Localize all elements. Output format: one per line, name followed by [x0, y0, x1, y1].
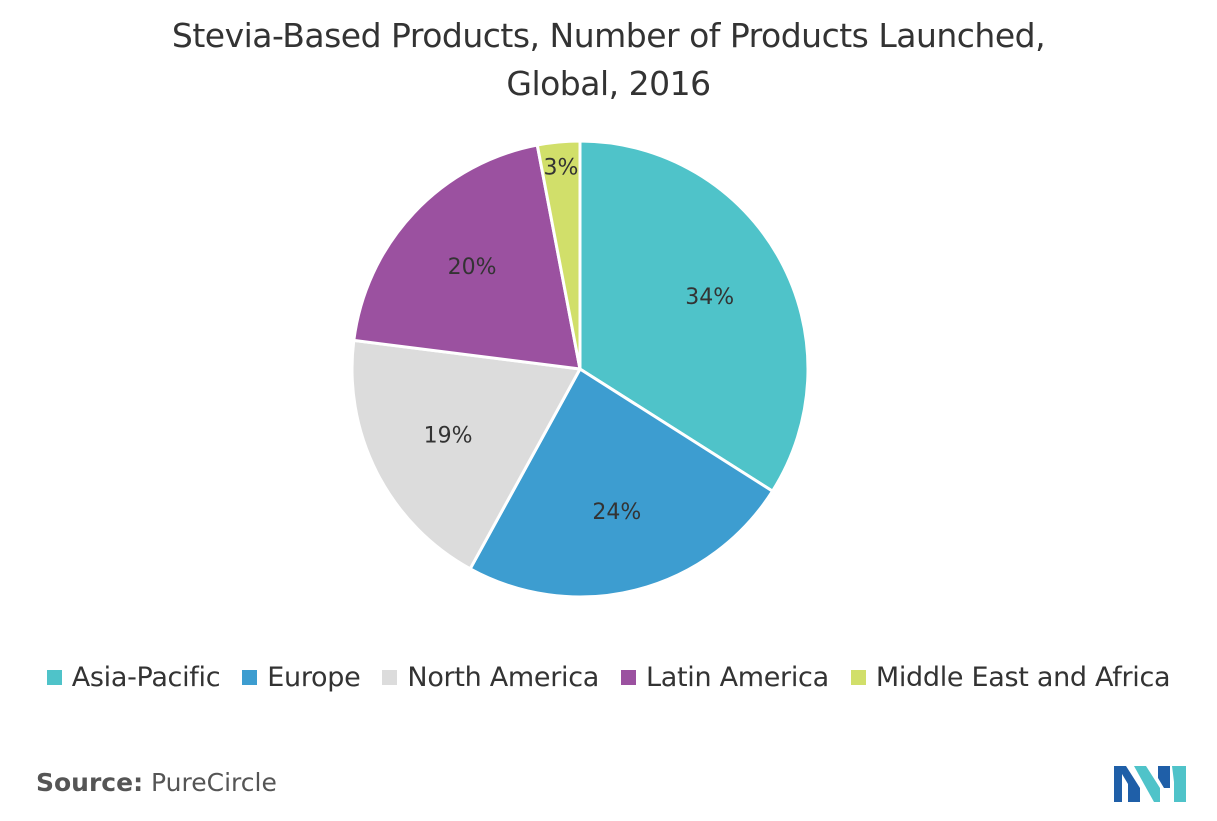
chart-title-line-1: Stevia-Based Products, Number of Product… — [171, 16, 1046, 55]
mordor-intelligence-logo-icon — [1114, 766, 1186, 802]
source-key: Source: — [36, 768, 144, 797]
legend-item-latin-america: Latin America — [621, 662, 829, 693]
legend-swatch-asia-pacific — [46, 670, 62, 685]
legend-item-middle-east-and-africa: Middle East and Africa — [850, 662, 1171, 693]
legend-item-europe: Europe — [242, 662, 361, 693]
legend-swatch-latin-america — [621, 670, 636, 685]
chart-legend: Asia-Pacific Europe North America Latin Ame… — [0, 662, 1217, 693]
pie-slice-latin-america — [352, 143, 582, 371]
source-value: PureCircle — [151, 768, 277, 797]
legend-label-middle-east-and-africa: Middle East and Africa — [875, 662, 1171, 693]
data-label-europe: 24% — [592, 500, 641, 525]
legend-label-latin-america: Latin America — [646, 662, 829, 693]
chart-title-line-2: Global, 2016 — [506, 64, 711, 103]
legend-swatch-north-america — [382, 670, 398, 685]
legend-swatch-europe — [242, 670, 258, 685]
legend-label-north-america: North America — [407, 662, 599, 693]
data-label-middle-east-and-africa: 3% — [544, 155, 579, 180]
data-label-north-america: 19% — [424, 424, 473, 449]
pie-data-labels: 34% 24% 19% 20% 3% — [424, 155, 734, 524]
pie-slice-europe — [468, 367, 775, 599]
data-label-latin-america: 20% — [448, 255, 497, 280]
legend-swatch-middle-east-and-africa — [850, 670, 866, 685]
legend-item-north-america: North America — [382, 662, 599, 693]
data-label-asia-pacific: 34% — [685, 285, 734, 310]
pie-slice-middle-east-and-africa — [535, 139, 582, 371]
source-note: Source: PureCircle — [36, 768, 277, 797]
legend-label-asia-pacific: Asia-Pacific — [71, 662, 221, 693]
chart-title: Stevia-Based Products, Number of Product… — [0, 12, 1217, 108]
legend-item-asia-pacific: Asia-Pacific — [46, 662, 221, 693]
legend-label-europe: Europe — [267, 662, 361, 693]
pie-slice-north-america — [350, 338, 582, 571]
pie-slices — [350, 139, 810, 599]
